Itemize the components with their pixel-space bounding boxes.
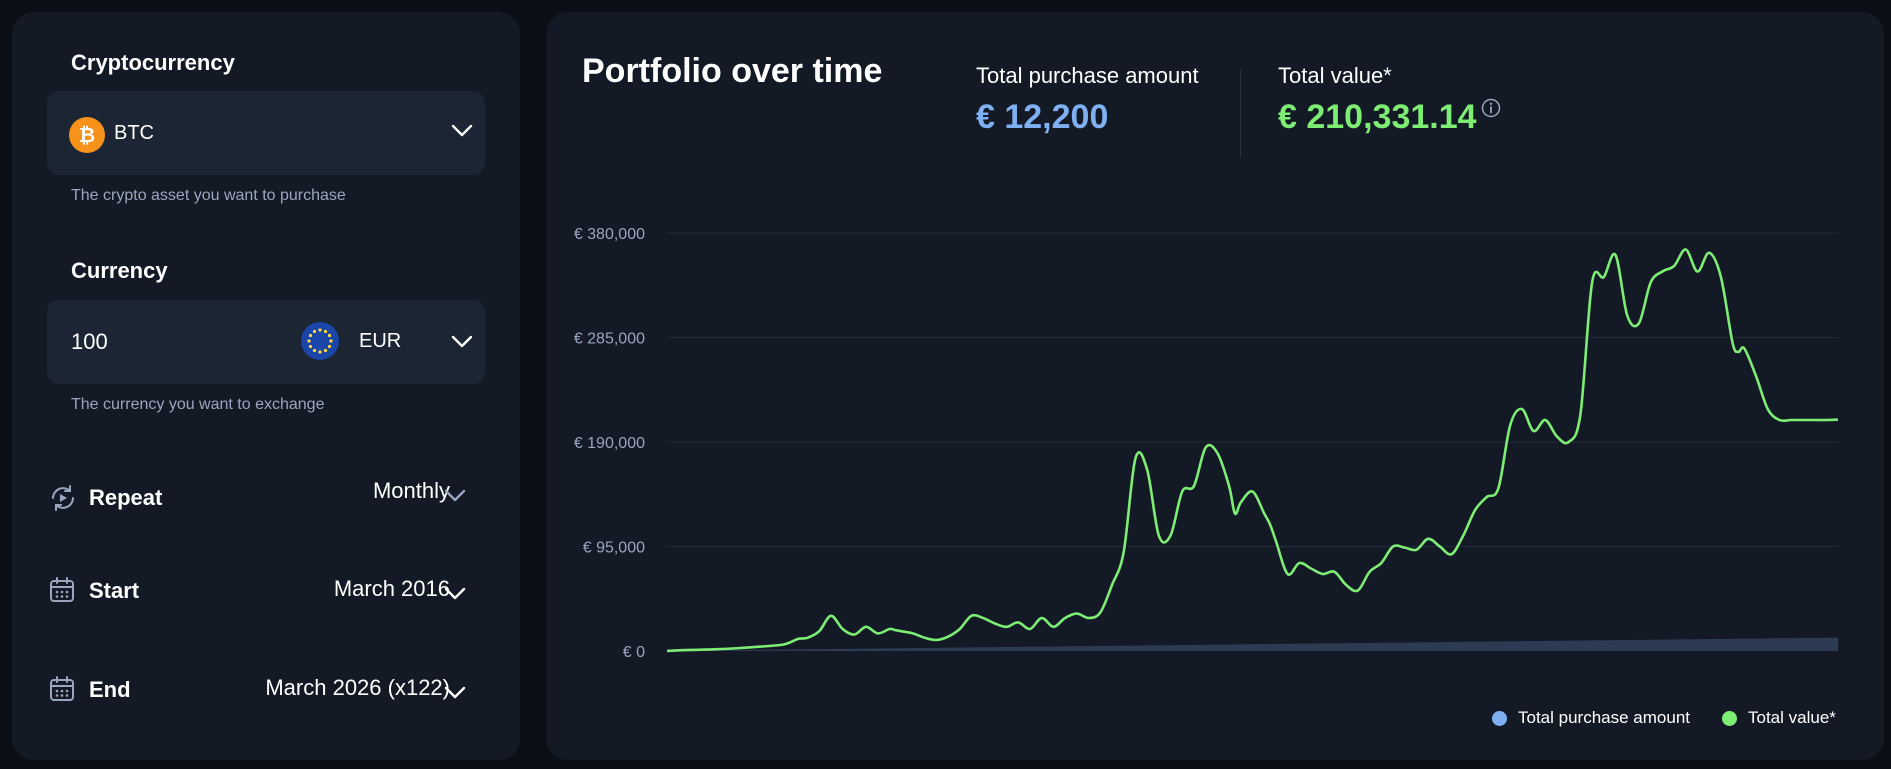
chevron-down-icon <box>451 335 473 354</box>
eu-flag-icon <box>301 322 339 365</box>
currency-select[interactable]: 100 EUR <box>47 300 485 384</box>
y-tick-label: € 380,000 <box>574 226 645 243</box>
svg-text:₿: ₿ <box>79 123 95 147</box>
y-tick-label: € 190,000 <box>574 435 645 452</box>
bitcoin-icon: ₿ <box>69 117 105 158</box>
crypto-helper-text: The crypto asset you want to purchase <box>71 187 346 204</box>
chevron-down-icon <box>444 587 466 606</box>
y-tick-label: € 285,000 <box>574 331 645 348</box>
y-tick-label: € 0 <box>623 644 645 661</box>
info-icon[interactable] <box>1481 98 1501 123</box>
chevron-down-icon <box>451 124 473 143</box>
y-tick-label: € 95,000 <box>583 540 645 557</box>
start-value[interactable]: March 2016 <box>333 576 450 601</box>
crypto-select[interactable]: ₿ BTC <box>47 91 485 175</box>
purchase-amount-area <box>667 637 1838 651</box>
legend-item-purchase[interactable]: Total purchase amount <box>1492 708 1690 728</box>
repeat-label: Repeat <box>89 485 163 510</box>
currency-section-label: Currency <box>71 258 168 283</box>
currency-code: EUR <box>359 330 402 352</box>
chevron-down-icon <box>444 489 466 508</box>
investment-form-panel: Cryptocurrency ₿ BTC The crypto asset yo… <box>12 12 520 760</box>
legend-item-value[interactable]: Total value* <box>1722 708 1836 728</box>
calendar-icon <box>48 675 76 708</box>
purchase-amount-label: Total purchase amount <box>976 63 1199 88</box>
total-value-value: € 210,331.14 <box>1278 98 1477 136</box>
amount-input[interactable]: 100 <box>71 329 108 354</box>
legend-label: Total purchase amount <box>1518 708 1690 727</box>
chart-title: Portfolio over time <box>582 52 883 90</box>
repeat-value[interactable]: Monthly <box>372 478 450 503</box>
chevron-down-icon <box>444 686 466 705</box>
repeat-icon <box>48 483 78 518</box>
currency-helper-text: The currency you want to exchange <box>71 396 325 413</box>
legend-dot <box>1492 710 1507 726</box>
purchase-amount-value: € 12,200 <box>976 98 1109 136</box>
stat-divider <box>1240 70 1241 158</box>
total-value-label: Total value* <box>1278 63 1392 88</box>
end-label: End <box>89 677 131 702</box>
end-value[interactable]: March 2026 (x122) <box>265 675 450 700</box>
total-value-line <box>666 248 1839 653</box>
legend-label: Total value* <box>1748 708 1836 727</box>
portfolio-chart-panel: Portfolio over time Total purchase amoun… <box>546 12 1884 760</box>
legend-dot <box>1722 710 1737 726</box>
start-label: Start <box>89 578 140 603</box>
crypto-section-label: Cryptocurrency <box>71 50 235 75</box>
crypto-select-value: BTC <box>114 122 154 144</box>
calendar-icon <box>48 576 76 609</box>
portfolio-chart: € 0 € 95,000 € 190,000 € 285,000 € 380,000 <box>574 226 1839 661</box>
